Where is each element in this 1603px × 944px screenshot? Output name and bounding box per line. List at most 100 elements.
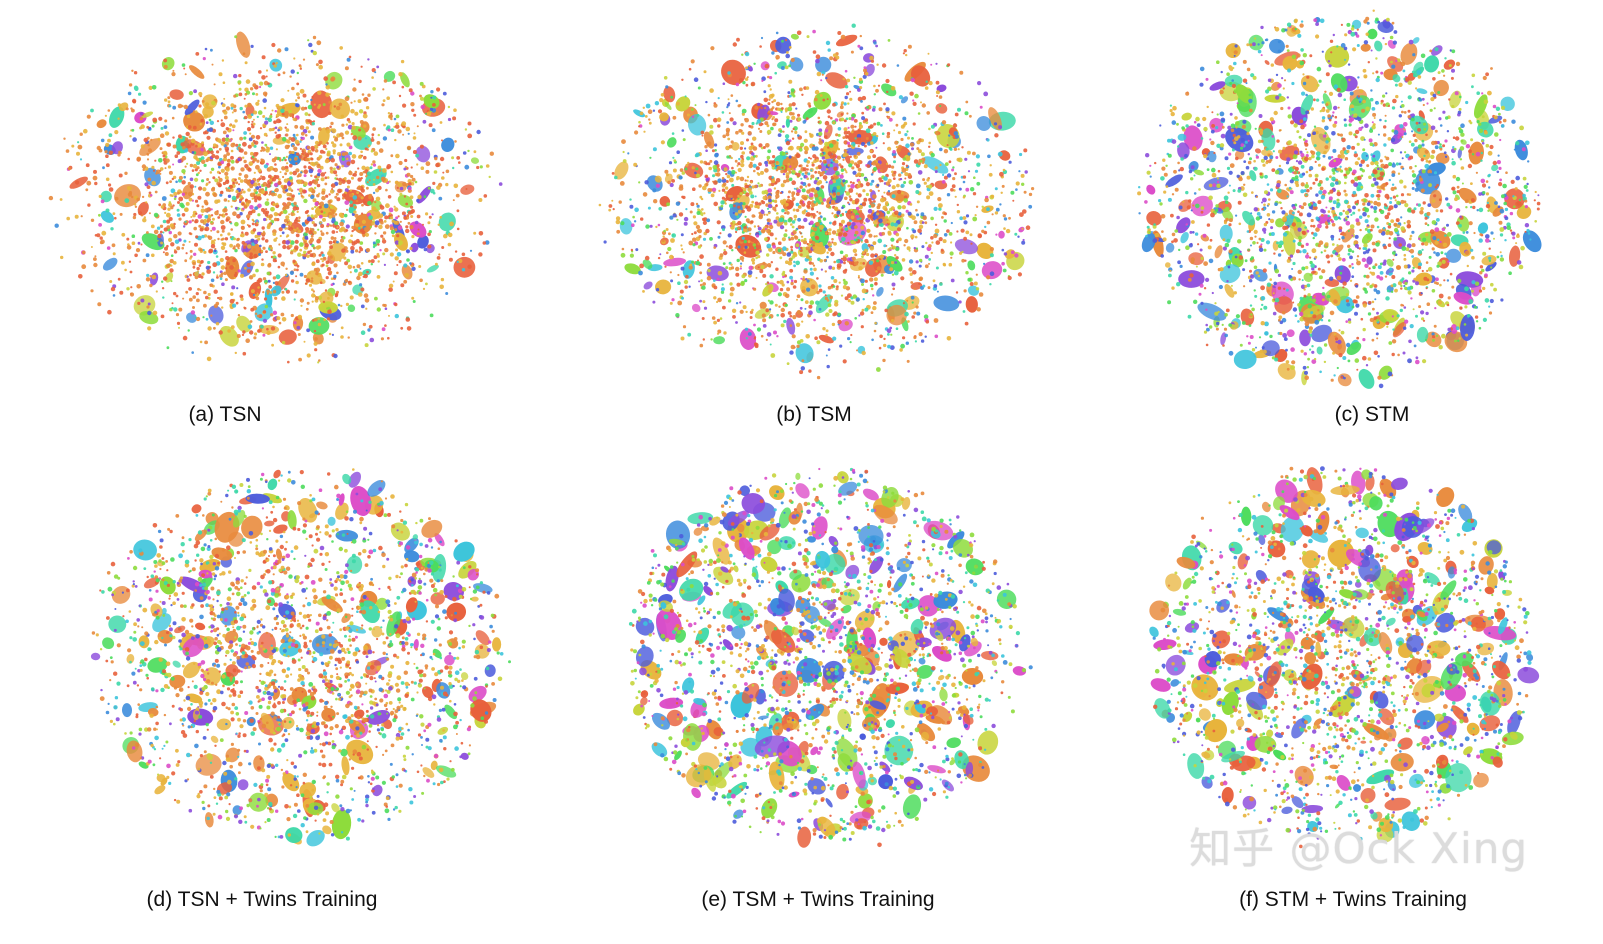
scatter-point	[909, 142, 915, 147]
scatter-point	[846, 141, 850, 145]
scatter-point	[726, 155, 730, 159]
scatter-point	[163, 64, 168, 69]
scatter-point	[792, 199, 795, 202]
scatter-point	[885, 107, 890, 112]
scatter-point	[891, 111, 896, 116]
scatter-point	[325, 260, 330, 265]
scatter-point	[90, 218, 95, 222]
scatter-point	[856, 172, 862, 177]
scatter-point	[1014, 253, 1019, 258]
scatter-point	[672, 156, 675, 159]
scatter-point	[717, 297, 722, 303]
scatter-point	[842, 359, 847, 364]
scatter-point	[452, 199, 455, 202]
scatter-point	[467, 133, 473, 139]
scatter-point	[826, 364, 830, 369]
scatter-point	[232, 247, 235, 250]
scatter-point	[263, 164, 268, 169]
scatter-point	[770, 126, 774, 131]
scatter-point	[744, 147, 747, 150]
scatter-point	[204, 47, 208, 51]
scatter-point	[850, 124, 855, 129]
scatter-point	[736, 176, 740, 180]
scatter-point	[297, 96, 300, 100]
scatter-point	[334, 177, 337, 180]
scatter-point	[323, 318, 326, 322]
scatter-point	[243, 97, 246, 100]
scatter-point	[758, 184, 762, 188]
scatter-point	[695, 152, 700, 157]
scatter-point	[316, 183, 321, 188]
scatter-point	[140, 298, 145, 303]
scatter-point	[420, 166, 425, 170]
scatter-point	[427, 186, 431, 190]
scatter-point	[210, 150, 214, 155]
scatter-point	[271, 109, 274, 112]
scatter-point	[723, 250, 728, 256]
scatter-point	[887, 190, 891, 193]
scatter-point	[322, 151, 326, 154]
scatter-point	[912, 270, 917, 275]
scatter-point	[252, 273, 256, 278]
scatter-point	[163, 150, 168, 155]
scatter-point	[652, 109, 656, 112]
scatter-point	[620, 252, 626, 258]
scatter-point	[943, 219, 947, 223]
scatter-point	[467, 121, 472, 126]
scatter-point	[242, 156, 245, 159]
scatter-point	[362, 234, 366, 238]
scatter-point	[322, 217, 326, 222]
scatter-point	[400, 59, 405, 64]
scatter-point	[682, 325, 687, 329]
scatter-point	[275, 62, 278, 65]
scatter-point	[819, 174, 822, 177]
scatter-point	[346, 208, 349, 211]
scatter-point	[920, 160, 923, 163]
scatter-point	[256, 314, 260, 318]
scatter-point	[844, 69, 848, 73]
scatter-point	[803, 138, 808, 143]
scatter-point	[278, 119, 282, 123]
scatter-point	[98, 194, 102, 198]
scatter-point	[372, 183, 376, 186]
scatter-point	[216, 199, 221, 203]
scatter-point	[967, 277, 972, 282]
scatter-point	[369, 337, 375, 343]
scatter-point	[743, 226, 747, 230]
scatter-point	[327, 199, 332, 204]
scatter-point	[722, 305, 726, 310]
scatter-point	[812, 29, 816, 34]
scatter-point	[805, 117, 809, 121]
scatter-point	[785, 202, 789, 207]
scatter-point	[735, 171, 737, 174]
scatter-point	[371, 68, 376, 73]
scatter-point	[993, 122, 998, 126]
scatter-point	[850, 333, 853, 337]
scatter-point	[318, 359, 321, 362]
scatter-point	[439, 156, 445, 162]
scatter-point	[198, 264, 202, 267]
scatter-point	[647, 206, 651, 210]
scatter-point	[791, 112, 795, 116]
scatter-point	[878, 177, 882, 181]
scatter-point	[342, 196, 345, 200]
scatter-point	[930, 216, 934, 221]
scatter-point	[303, 169, 309, 174]
scatter-point	[335, 174, 338, 177]
scatter-point	[746, 156, 751, 161]
scatter-point	[743, 239, 747, 244]
scatter-point	[212, 143, 217, 147]
scatter-point	[316, 40, 322, 46]
scatter-point	[377, 260, 380, 263]
cluster-blob	[614, 161, 629, 180]
scatter-point	[870, 173, 874, 176]
scatter-point	[742, 305, 747, 310]
scatter-point	[887, 164, 892, 168]
scatter-point	[890, 222, 895, 227]
scatter-point	[253, 110, 258, 115]
scatter-point	[143, 137, 148, 143]
scatter-point	[928, 127, 931, 131]
scatter-point	[379, 169, 382, 172]
scatter-point	[181, 63, 186, 67]
scatter-point	[870, 149, 873, 153]
